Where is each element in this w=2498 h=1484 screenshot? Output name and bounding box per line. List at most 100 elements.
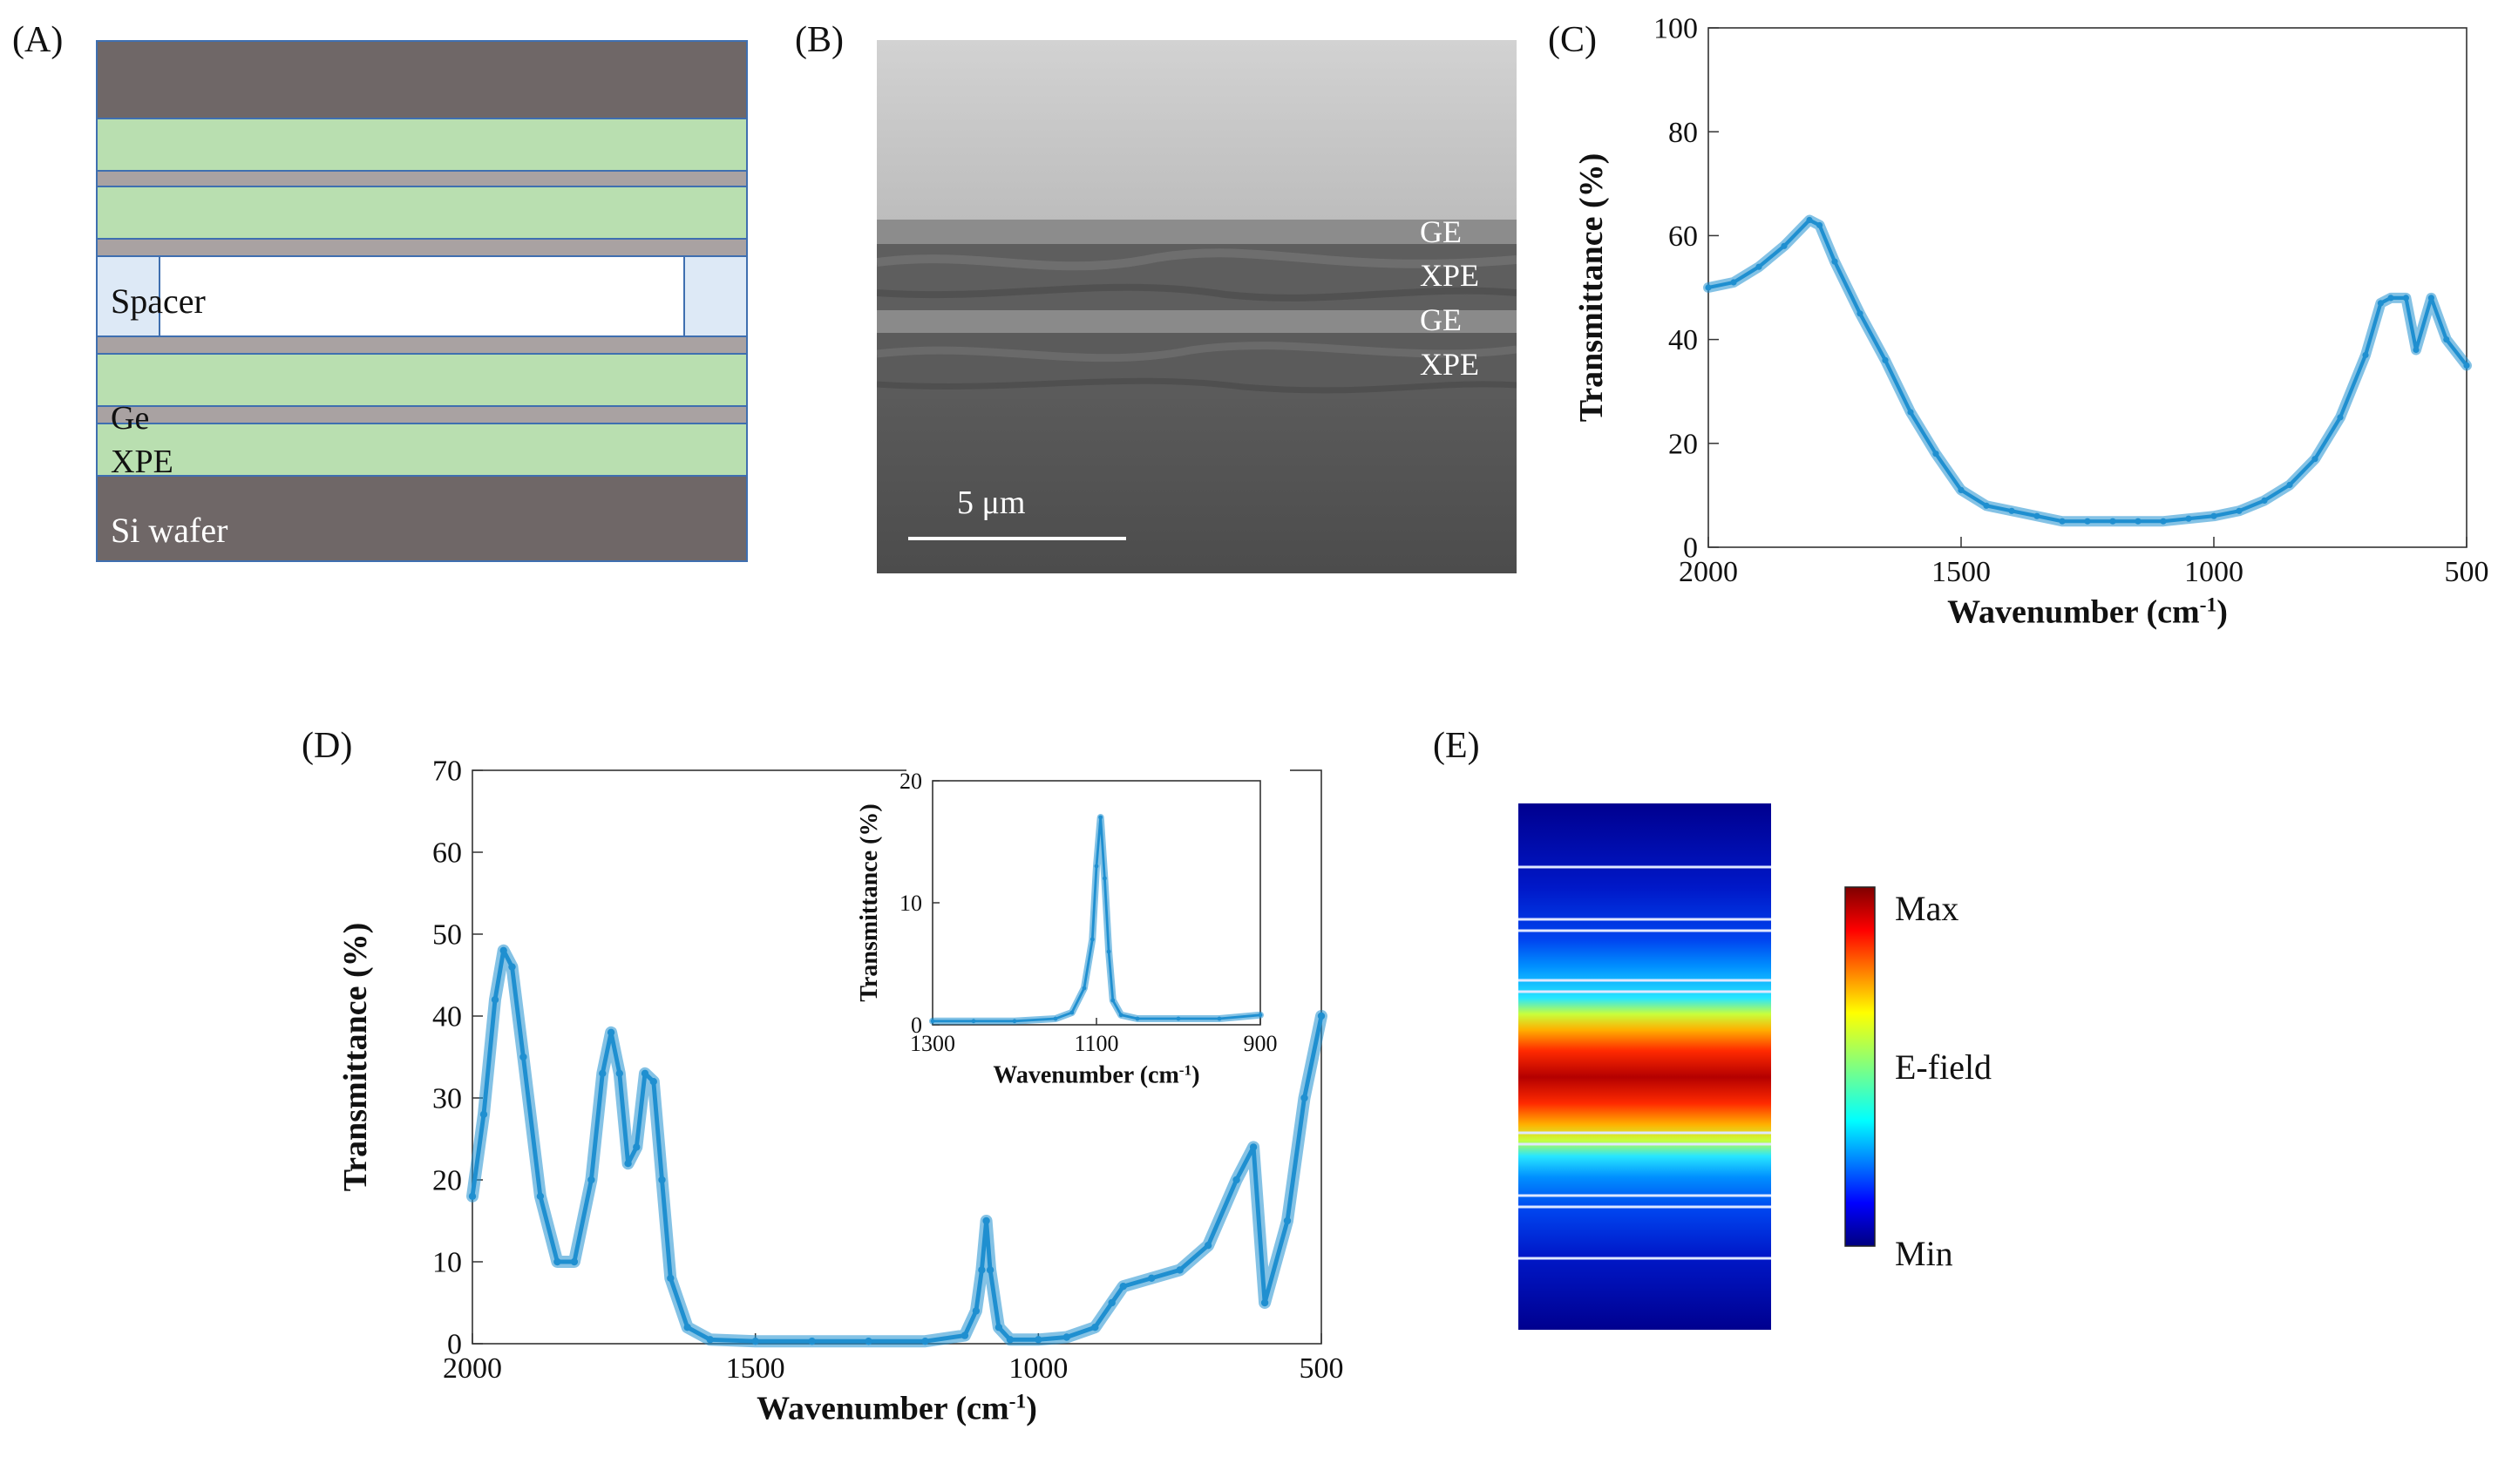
data-point bbox=[1110, 998, 1116, 1003]
si-wafer bbox=[96, 475, 748, 562]
x-tick-label: 1100 bbox=[1074, 1031, 1118, 1056]
chart-c: 0 20 40 60 80 100 2000 1500 1000 500 Wavenumber (c… bbox=[1573, 13, 2489, 631]
x-tick-label: 900 bbox=[1244, 1031, 1278, 1056]
y-tick-label: 80 bbox=[1668, 117, 1698, 149]
data-point bbox=[982, 1216, 990, 1225]
data-point bbox=[921, 1338, 929, 1345]
data-point bbox=[1119, 1283, 1127, 1291]
data-point bbox=[2135, 518, 2142, 525]
panel-c-label: (C) bbox=[1548, 20, 1597, 60]
data-point bbox=[624, 1160, 632, 1168]
y-tick-label: 100 bbox=[1653, 13, 1698, 45]
ge-layer bbox=[96, 405, 748, 424]
data-point bbox=[1983, 502, 1990, 509]
data-point bbox=[1958, 486, 1965, 494]
x-tick-label: 1500 bbox=[1931, 556, 1991, 588]
data-point bbox=[2286, 481, 2293, 489]
data-point bbox=[2210, 512, 2217, 519]
data-point bbox=[536, 1192, 545, 1200]
y-tick-label: 0 bbox=[911, 1013, 922, 1038]
panel-e-label: (E) bbox=[1433, 726, 1480, 766]
data-point bbox=[1300, 1094, 1308, 1102]
data-point bbox=[2059, 518, 2066, 525]
x-tick-label: 1500 bbox=[726, 1352, 785, 1385]
colorbar-gradient bbox=[1844, 886, 1876, 1247]
data-point bbox=[1249, 1143, 1258, 1151]
data-point bbox=[2463, 362, 2470, 369]
data-point bbox=[2337, 414, 2344, 421]
data-point bbox=[1062, 1333, 1070, 1341]
spacer-label: Spacer bbox=[111, 281, 206, 321]
sem-ge-top bbox=[877, 220, 1517, 244]
data-point bbox=[2084, 518, 2091, 525]
data-point bbox=[508, 963, 516, 971]
data-point bbox=[1932, 451, 1939, 457]
data-point bbox=[1091, 1324, 1099, 1332]
spacer-left bbox=[96, 255, 160, 337]
y-tick-label: 40 bbox=[432, 1001, 462, 1033]
sem-substrate bbox=[877, 399, 1517, 573]
series-band bbox=[1703, 214, 2472, 527]
data-point bbox=[1176, 1266, 1184, 1274]
x-tick-label: 1000 bbox=[1008, 1352, 1068, 1385]
data-point bbox=[1069, 1010, 1075, 1015]
data-point bbox=[2261, 497, 2268, 505]
data-point bbox=[2185, 515, 2192, 522]
data-point bbox=[2443, 336, 2450, 343]
xpe-layer bbox=[96, 186, 748, 240]
data-point bbox=[649, 1078, 657, 1086]
data-point bbox=[2362, 351, 2369, 359]
data-point bbox=[2160, 518, 2167, 525]
data-point bbox=[1103, 876, 1107, 881]
series-line bbox=[1707, 218, 2468, 524]
top-substrate bbox=[96, 40, 748, 119]
sem-layer-label: GE bbox=[1420, 214, 1462, 249]
colorbar: Max E-field Min bbox=[1844, 886, 1992, 1273]
x-tick-label: 500 bbox=[1300, 1352, 1344, 1385]
y-tick-label: 60 bbox=[1668, 220, 1698, 253]
data-point bbox=[1089, 937, 1095, 942]
sem-texture bbox=[877, 377, 1517, 394]
data-point bbox=[808, 1338, 816, 1345]
y-tick-label: 10 bbox=[432, 1247, 462, 1279]
data-point bbox=[751, 1338, 759, 1345]
data-point bbox=[865, 1338, 872, 1345]
colorbar-mid-label: E-field bbox=[1895, 1047, 1992, 1087]
panel-d-label: (D) bbox=[302, 726, 353, 766]
series-line bbox=[470, 948, 1324, 1344]
data-point bbox=[633, 1143, 641, 1151]
xpe-layer bbox=[96, 353, 748, 407]
x-tick-label: 1300 bbox=[910, 1031, 955, 1056]
data-point bbox=[1258, 1013, 1263, 1018]
sem-layer-label: GE bbox=[1420, 302, 1462, 337]
sem-texture bbox=[877, 342, 1517, 363]
ge-layer bbox=[96, 170, 748, 187]
data-point bbox=[2402, 295, 2409, 302]
xpe-label: XPE bbox=[111, 444, 173, 480]
data-point bbox=[479, 1110, 488, 1118]
x-axis-label: Wavenumber (cm-1) bbox=[993, 1061, 1199, 1089]
data-point bbox=[1082, 986, 1087, 991]
data-point bbox=[972, 1307, 981, 1315]
x-axis-label: Wavenumber (cm-1) bbox=[757, 1391, 1037, 1427]
sem-background-top bbox=[877, 40, 1517, 220]
y-axis-label: Transmittance (%) bbox=[1573, 153, 1610, 423]
ge-layer bbox=[96, 238, 748, 257]
data-point bbox=[667, 1274, 675, 1282]
field-map-body bbox=[1518, 803, 1771, 1330]
chart-d: 0 10 20 30 40 50 60 70 2000 1500 1000 500 Wavenumber… bbox=[337, 756, 1344, 1427]
data-point bbox=[1232, 1176, 1240, 1184]
data-point bbox=[499, 946, 507, 954]
data-point bbox=[930, 1019, 935, 1024]
data-point bbox=[1831, 258, 1838, 265]
y-axis-label: Transmittance (%) bbox=[856, 803, 883, 1001]
data-point bbox=[2311, 456, 2318, 463]
ge-label: Ge bbox=[111, 400, 149, 437]
data-point bbox=[1053, 1016, 1058, 1021]
data-point bbox=[1204, 1242, 1212, 1250]
panel-a-layer-diagram: Spacer Ge XPE Si wafer bbox=[96, 40, 748, 562]
data-point bbox=[1217, 1016, 1222, 1021]
data-point bbox=[1108, 1298, 1116, 1307]
x-axis-label: Wavenumber (cm-1) bbox=[1947, 594, 2228, 631]
data-point bbox=[1857, 310, 1863, 317]
